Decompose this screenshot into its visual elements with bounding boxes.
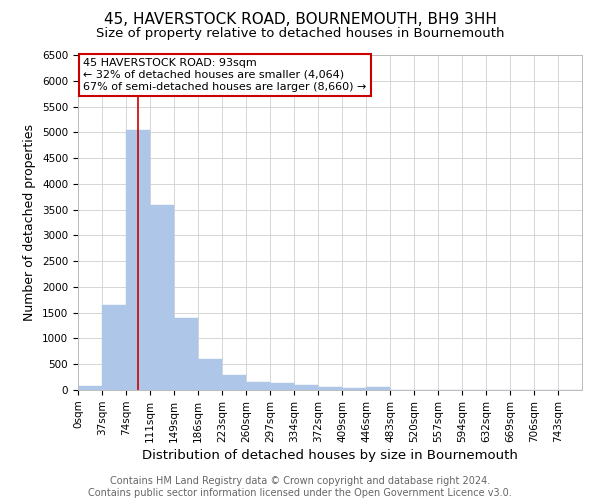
Bar bbox=[78, 386, 102, 390]
Bar bbox=[198, 358, 222, 390]
Y-axis label: Number of detached properties: Number of detached properties bbox=[23, 124, 37, 321]
Bar bbox=[294, 385, 318, 390]
Bar bbox=[246, 382, 270, 390]
Text: 45 HAVERSTOCK ROAD: 93sqm
← 32% of detached houses are smaller (4,064)
67% of se: 45 HAVERSTOCK ROAD: 93sqm ← 32% of detac… bbox=[83, 58, 367, 92]
Bar bbox=[150, 206, 174, 390]
Bar bbox=[270, 384, 294, 390]
Bar bbox=[174, 318, 198, 390]
Bar bbox=[126, 130, 150, 390]
Bar bbox=[366, 386, 390, 390]
Text: 45, HAVERSTOCK ROAD, BOURNEMOUTH, BH9 3HH: 45, HAVERSTOCK ROAD, BOURNEMOUTH, BH9 3H… bbox=[104, 12, 496, 28]
Text: Contains HM Land Registry data © Crown copyright and database right 2024.
Contai: Contains HM Land Registry data © Crown c… bbox=[88, 476, 512, 498]
Bar bbox=[342, 388, 366, 390]
Bar bbox=[222, 374, 246, 390]
Bar bbox=[318, 386, 342, 390]
X-axis label: Distribution of detached houses by size in Bournemouth: Distribution of detached houses by size … bbox=[142, 449, 518, 462]
Bar bbox=[102, 305, 126, 390]
Text: Size of property relative to detached houses in Bournemouth: Size of property relative to detached ho… bbox=[96, 28, 504, 40]
